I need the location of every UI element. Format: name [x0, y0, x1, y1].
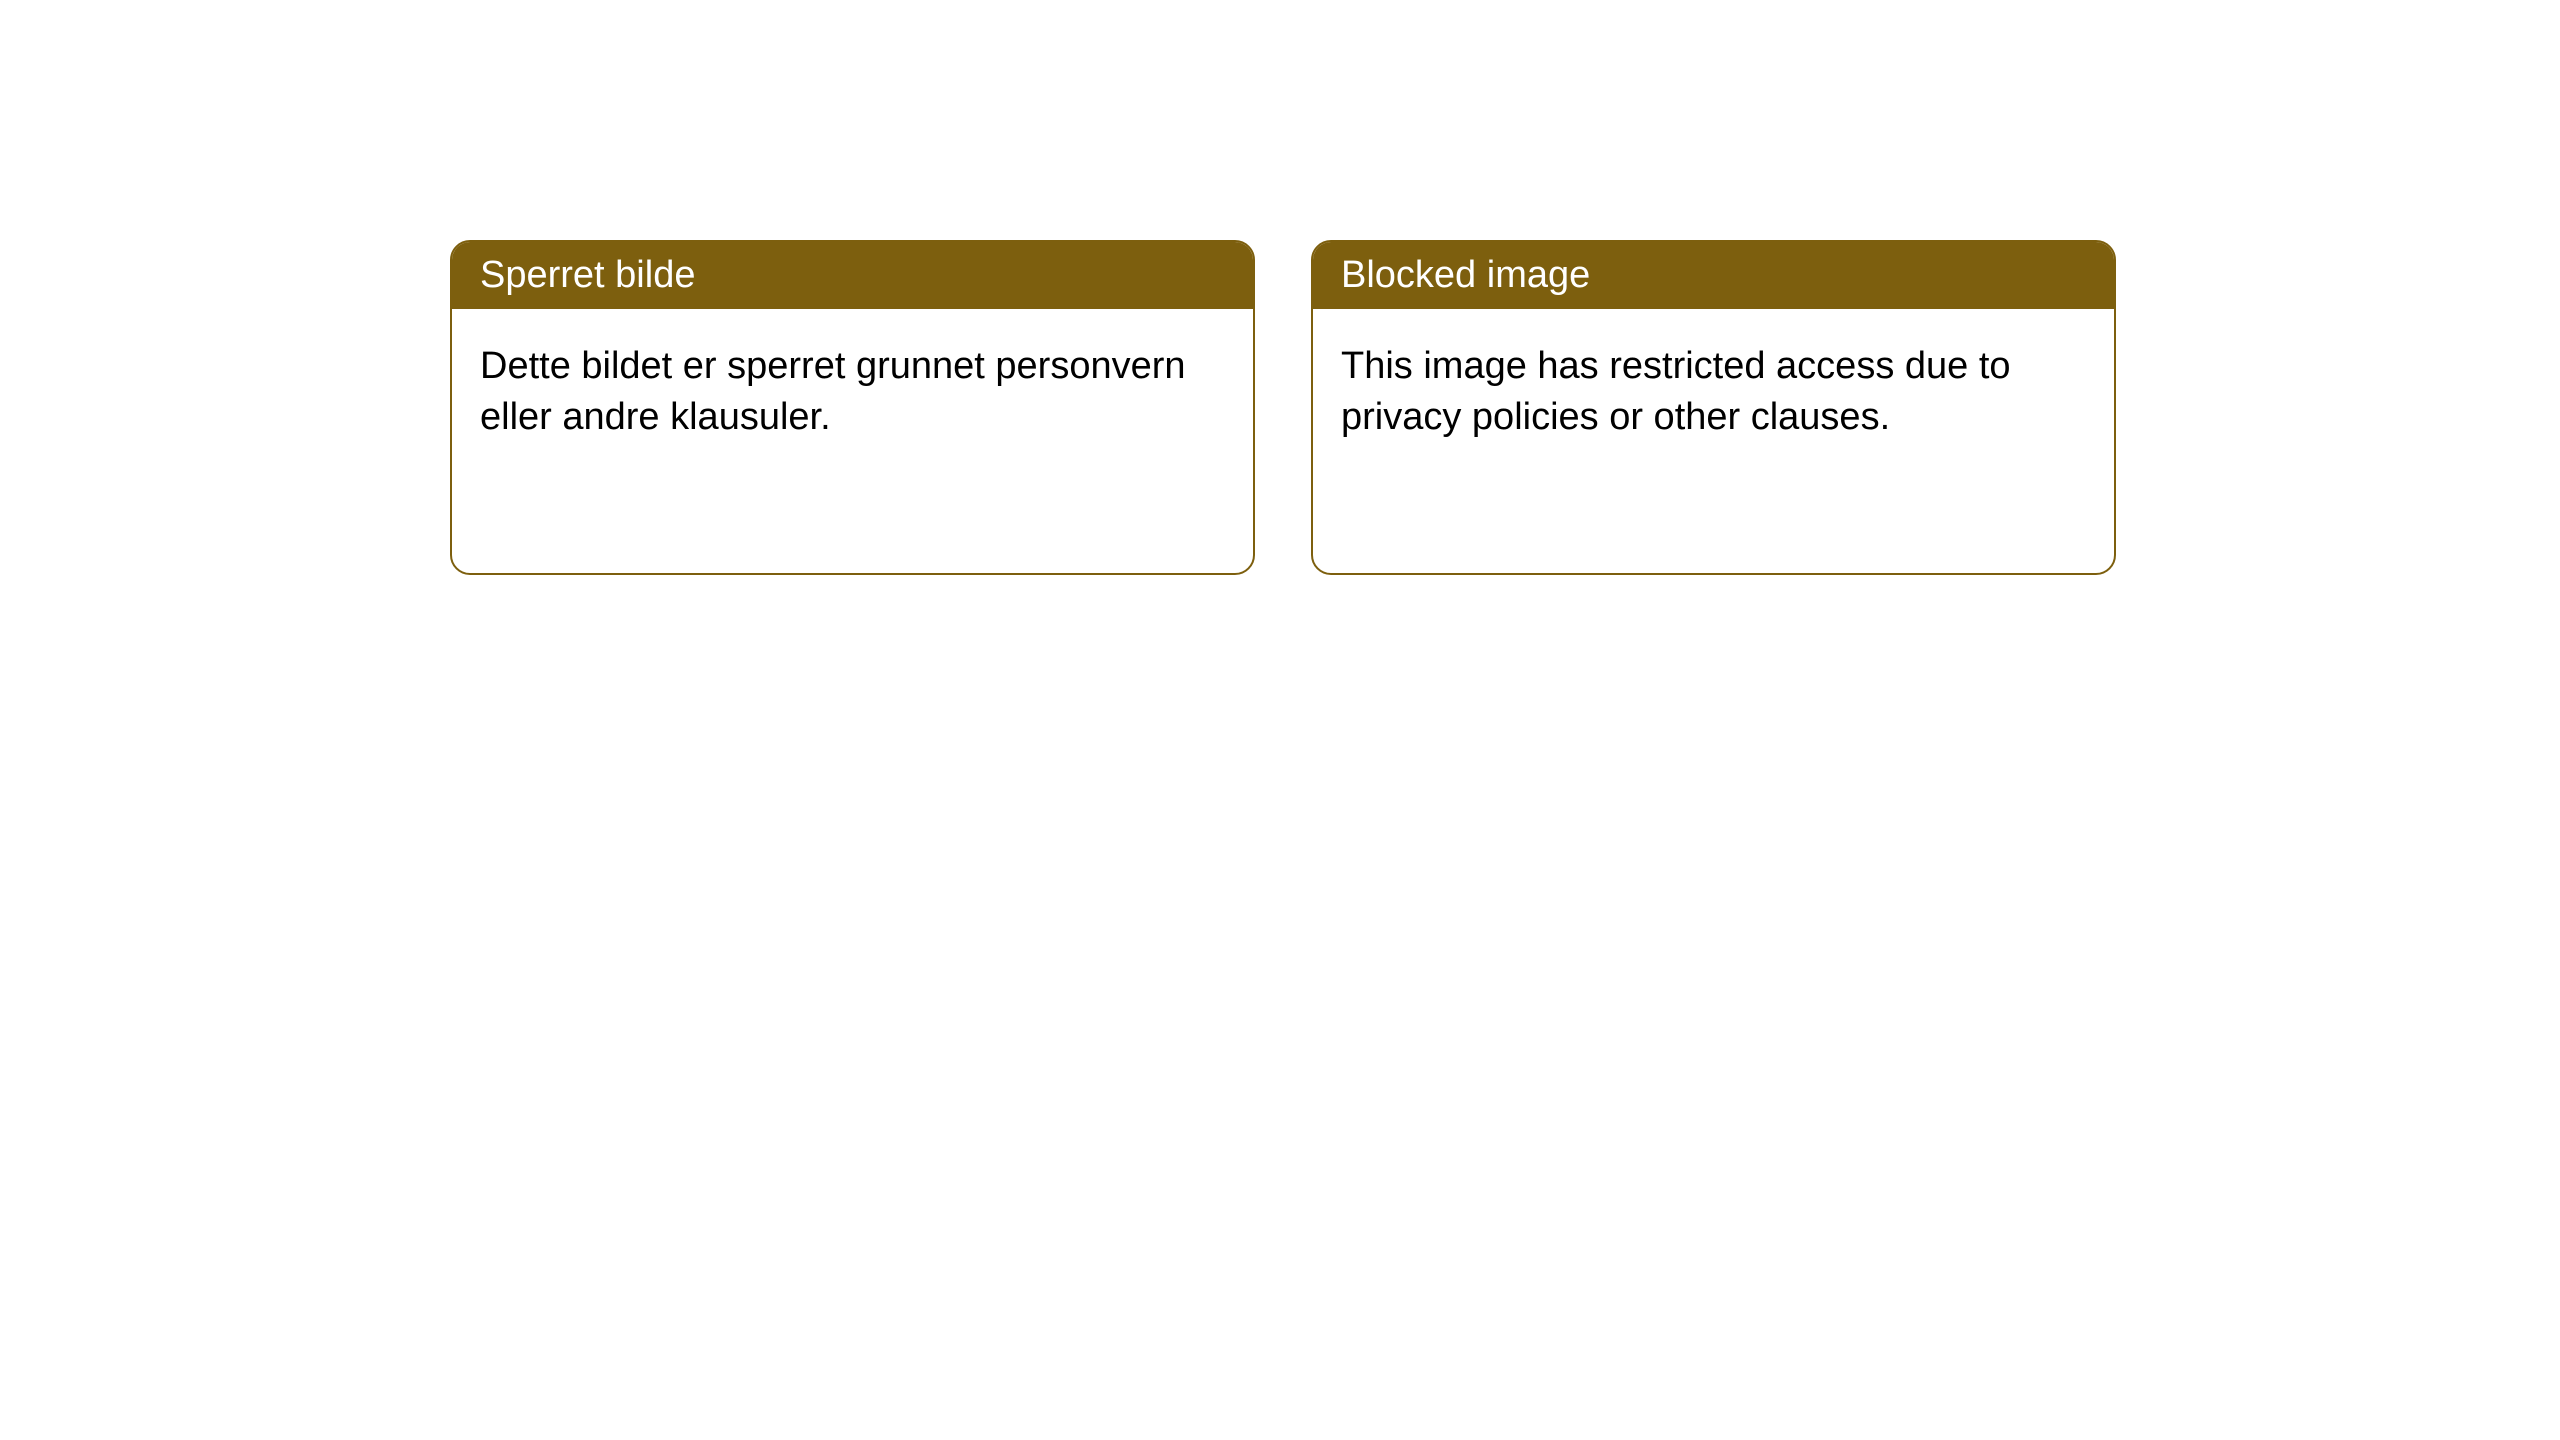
blocked-image-card-en: Blocked image This image has restricted …: [1311, 240, 2116, 575]
card-header-en: Blocked image: [1313, 242, 2114, 309]
card-header-no: Sperret bilde: [452, 242, 1253, 309]
card-message-no: Dette bildet er sperret grunnet personve…: [480, 345, 1186, 438]
card-title-no: Sperret bilde: [480, 254, 695, 296]
cards-container: Sperret bilde Dette bildet er sperret gr…: [0, 0, 2560, 575]
card-title-en: Blocked image: [1341, 254, 1590, 296]
card-message-en: This image has restricted access due to …: [1341, 345, 2011, 438]
card-body-en: This image has restricted access due to …: [1313, 309, 2114, 476]
card-body-no: Dette bildet er sperret grunnet personve…: [452, 309, 1253, 476]
blocked-image-card-no: Sperret bilde Dette bildet er sperret gr…: [450, 240, 1255, 575]
